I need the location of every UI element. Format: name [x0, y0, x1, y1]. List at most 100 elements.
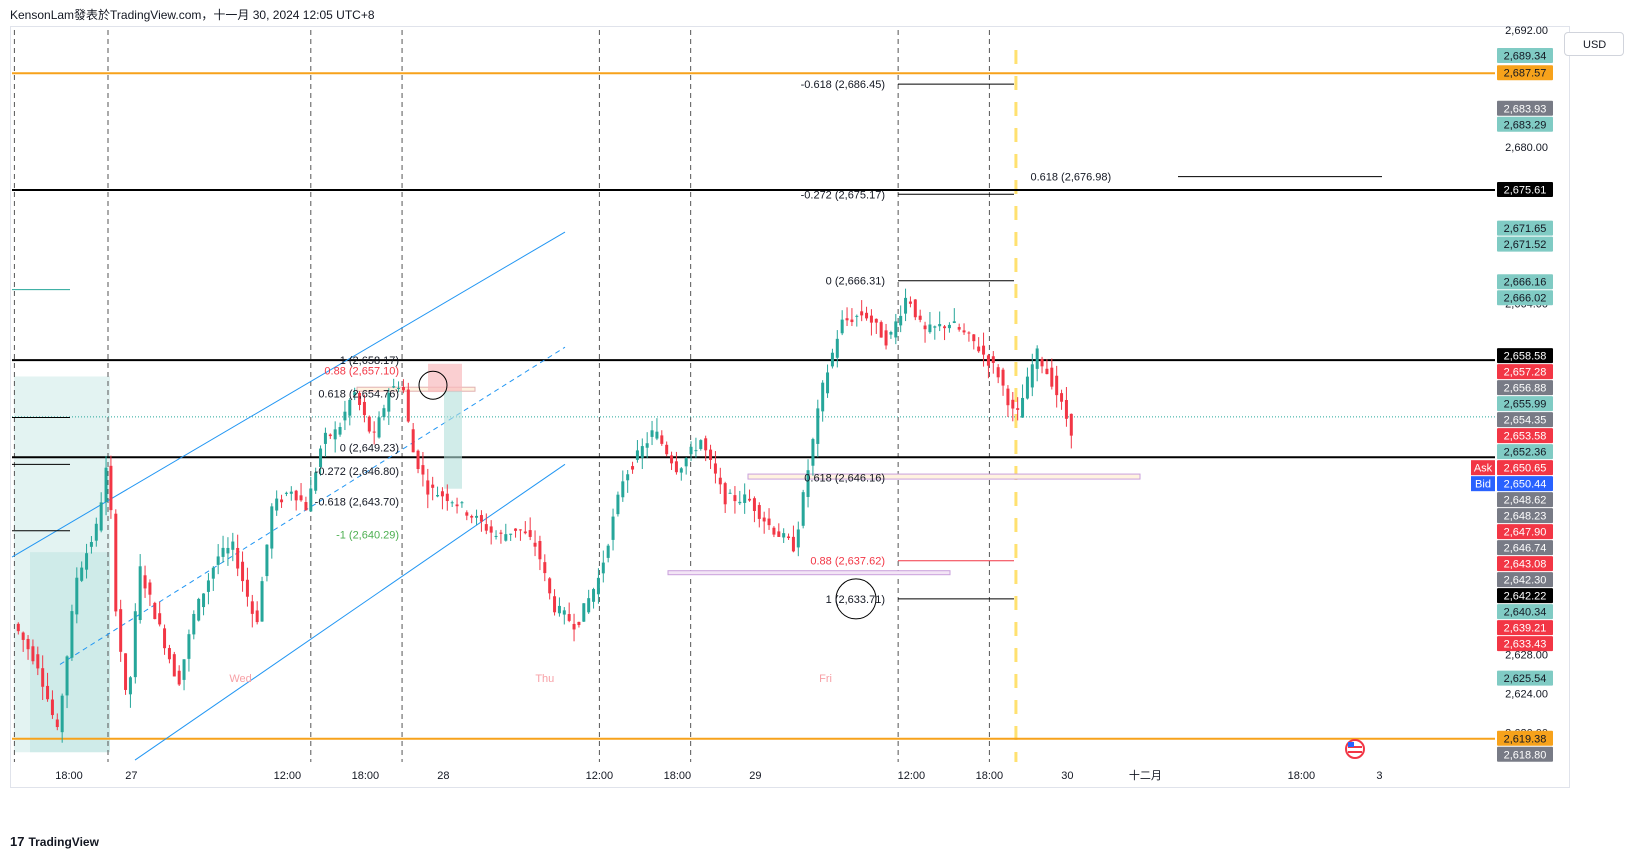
price-tag-bg [1497, 274, 1553, 290]
candle-body [206, 580, 210, 592]
candle-body [865, 312, 869, 319]
candle-body [1069, 413, 1073, 436]
candle-body [660, 435, 664, 444]
price-tag-bg [1497, 412, 1553, 428]
candle-body [1011, 399, 1015, 409]
price-tag-2,618.80: 2,618.80 [1504, 749, 1547, 761]
candle-body [640, 446, 644, 458]
candle-body [679, 468, 683, 473]
x-tick-label: 3 [1376, 770, 1382, 782]
currency-button[interactable]: USD [1564, 32, 1624, 56]
candle-body [821, 382, 825, 412]
candle-body [533, 542, 537, 547]
candle-body [631, 466, 635, 470]
candle-body [611, 516, 615, 540]
candle-body [489, 526, 493, 533]
candle-body [158, 613, 162, 625]
price-tag-bg [1497, 746, 1553, 762]
candle-body [270, 506, 274, 549]
candle-body [1001, 369, 1005, 386]
candle-body [65, 656, 69, 696]
price-tag-2,683.93: 2,683.93 [1504, 103, 1547, 115]
candle-body [553, 596, 557, 613]
x-tick-label: 18:00 [1288, 770, 1316, 782]
candle-body [562, 610, 566, 615]
price-tag-2,647.90: 2,647.90 [1504, 527, 1547, 539]
price-tag-2,642.22: 2,642.22 [1504, 591, 1547, 603]
candle-body [543, 562, 547, 574]
price-tag-bg [1497, 476, 1553, 492]
price-tag-bg [1497, 620, 1553, 636]
x-tick-label: 18:00 [664, 770, 692, 782]
candle-body [947, 324, 951, 329]
fib-label: -0.272 (2,646.80) [315, 466, 399, 478]
price-tag-bg [1497, 730, 1553, 746]
candle-body [709, 449, 713, 460]
candle-body [265, 544, 269, 577]
fib-label: 0.618 (2,654.76) [318, 388, 399, 400]
candle-body [153, 602, 157, 620]
candle-body [869, 315, 873, 323]
candle-body [996, 367, 1000, 378]
price-tag-bg [1497, 181, 1553, 197]
y-tick-label: 2,680.00 [1505, 142, 1548, 154]
fib-label: 0.88 (2,657.10) [324, 366, 399, 378]
candle-body [528, 530, 532, 537]
candle-body [89, 542, 93, 547]
candle-body [50, 699, 54, 716]
pivot-circle-low [835, 578, 877, 620]
candle-body [36, 654, 40, 669]
candle-body [811, 439, 815, 466]
candle-body [353, 392, 357, 396]
price-tag-2,648.23: 2,648.23 [1504, 511, 1547, 523]
candle-body [577, 621, 581, 626]
position-box-inner [30, 552, 110, 753]
candle-body [748, 498, 752, 501]
candle-body [499, 532, 503, 534]
x-tick-label: 27 [125, 770, 137, 782]
price-tag-2,683.29: 2,683.29 [1504, 119, 1547, 131]
price-tag-2,653.58: 2,653.58 [1504, 431, 1547, 443]
candle-body [928, 324, 932, 333]
candle-body [650, 430, 654, 437]
price-tag-2,640.34: 2,640.34 [1504, 607, 1547, 619]
x-tick-label: 18:00 [352, 770, 380, 782]
candle-body [128, 677, 132, 695]
position-box [14, 376, 110, 753]
candle-body [1050, 367, 1054, 387]
candle-body [523, 531, 527, 534]
price-tag-bg [1497, 604, 1553, 620]
candle-body [943, 326, 947, 329]
candle-body [904, 297, 908, 314]
candle-body [723, 483, 727, 505]
price-tag-2,646.74: 2,646.74 [1504, 543, 1547, 555]
candle-body [294, 490, 298, 501]
candle-body [1055, 375, 1059, 396]
fib-zone-636 [667, 570, 951, 576]
chart-frame [10, 26, 1570, 788]
tradingview-logo-icon: 17 [10, 834, 25, 849]
candle-body [284, 492, 288, 494]
candle-body [972, 334, 976, 342]
price-tag-2,639.21: 2,639.21 [1504, 623, 1547, 635]
candle-body [918, 315, 922, 320]
candle-body [85, 553, 89, 570]
candle-body [884, 330, 888, 346]
price-tag-bg [1497, 290, 1553, 306]
candle-body [241, 561, 245, 582]
candle-body [197, 598, 201, 621]
price-tag-2,650.44: 2,650.44 [1504, 479, 1547, 491]
price-tag-bg [1497, 65, 1553, 81]
candle-body [124, 653, 128, 690]
candle-body [138, 566, 142, 620]
candle-body [962, 330, 966, 333]
fib-label: 0 (2,649.23) [340, 442, 399, 454]
tradingview-footer: 17 TradingView [10, 834, 99, 849]
price-tag-bg [1497, 116, 1553, 132]
candle-body [977, 346, 981, 352]
price-tag-2,654.35: 2,654.35 [1504, 415, 1547, 427]
candle-body [75, 577, 79, 615]
candle-body [952, 321, 956, 323]
price-tag-2,658.58: 2,658.58 [1504, 351, 1547, 363]
